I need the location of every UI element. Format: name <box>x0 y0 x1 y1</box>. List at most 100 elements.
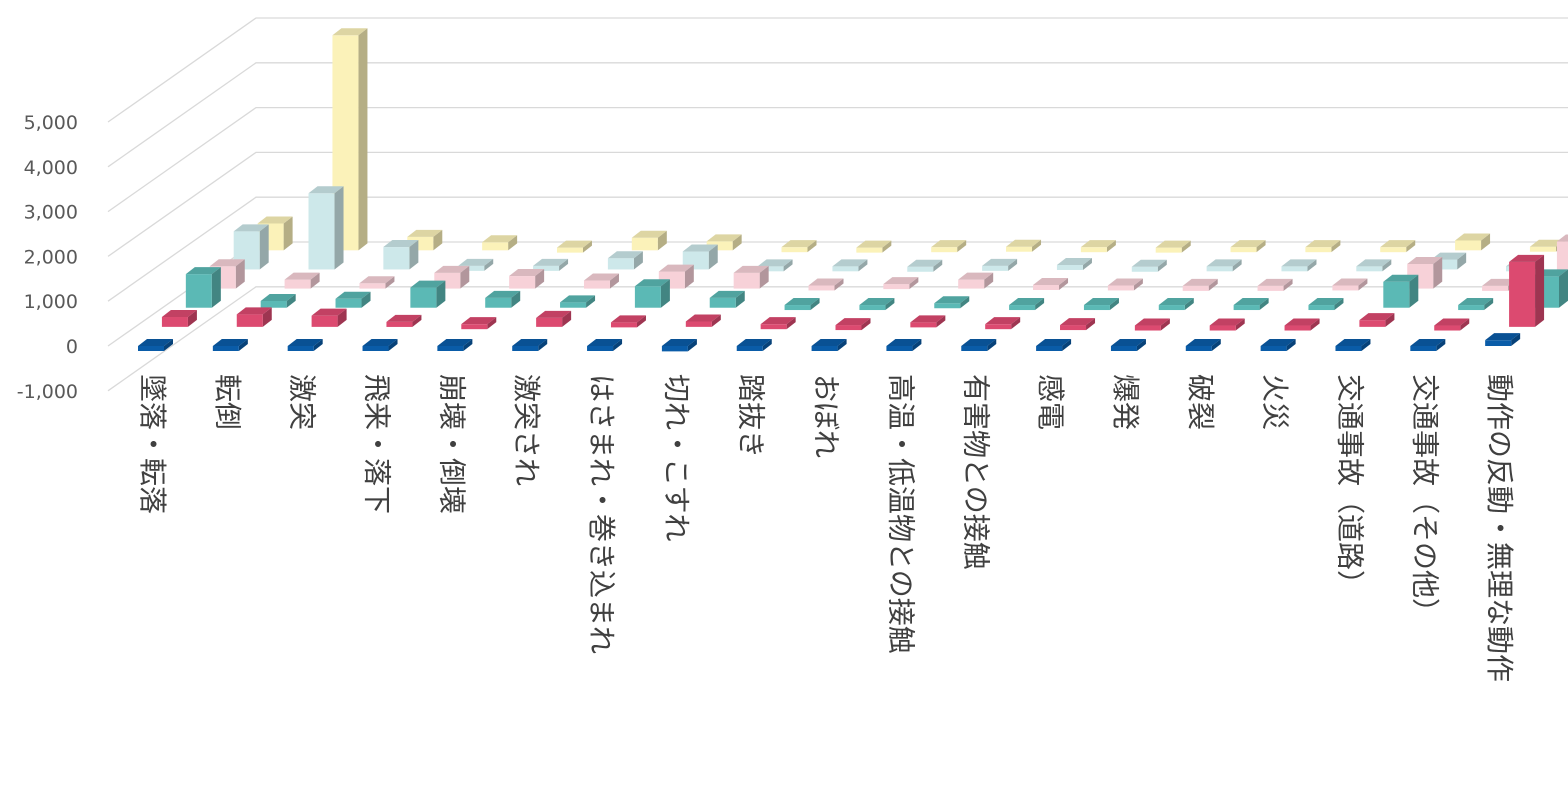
bar <box>661 339 697 352</box>
bar <box>556 240 592 253</box>
bar-side <box>1086 318 1096 331</box>
bar <box>1410 339 1446 351</box>
bar-top <box>1009 298 1045 306</box>
bar-top <box>362 339 398 346</box>
bar-front <box>1006 246 1033 252</box>
bar-front <box>1455 240 1482 251</box>
bar-top <box>1284 318 1320 326</box>
bar <box>931 240 967 253</box>
bar <box>1260 339 1296 351</box>
bar <box>982 258 1018 271</box>
bar-front <box>1185 346 1212 351</box>
bar <box>311 308 347 327</box>
bar <box>1230 240 1266 253</box>
bar-side <box>762 339 772 351</box>
bar-front <box>536 317 563 327</box>
bar <box>1556 234 1568 289</box>
bar-front <box>934 303 961 309</box>
bar-front <box>1110 346 1137 351</box>
bar-side <box>1059 278 1069 291</box>
bar-front <box>982 265 1009 271</box>
gridline <box>107 106 1568 213</box>
bar-side <box>1232 259 1242 272</box>
bar <box>856 240 892 253</box>
bar <box>1281 259 1317 272</box>
bar-front <box>1182 285 1209 291</box>
y-tick-label: 4,000 <box>24 157 78 179</box>
category-label: 破裂 <box>1184 374 1217 430</box>
bar-side <box>960 296 970 309</box>
bar-top <box>907 259 943 267</box>
bar-side <box>657 230 667 251</box>
bar <box>233 224 269 270</box>
bar-top <box>1206 259 1242 267</box>
bar-side <box>759 265 769 289</box>
bar <box>236 307 272 327</box>
bar-front <box>808 285 835 291</box>
bar-top <box>859 298 895 306</box>
bar <box>1233 298 1269 311</box>
bar <box>886 339 922 351</box>
bar-top <box>1260 339 1296 346</box>
bar-front <box>931 247 958 253</box>
bar-side <box>1558 269 1568 308</box>
bar-top <box>587 339 623 346</box>
bar-top <box>185 267 221 275</box>
y-tick-label: 1,000 <box>24 291 78 313</box>
bar-side <box>636 315 646 328</box>
bar-top <box>709 290 745 298</box>
bar-top <box>1185 339 1221 346</box>
bar-front <box>631 237 658 251</box>
bar-front <box>1359 320 1386 327</box>
gridline <box>107 17 1568 123</box>
bar <box>533 258 569 271</box>
bar-top <box>1060 318 1096 326</box>
bar <box>587 339 623 351</box>
bar-front <box>1131 266 1158 272</box>
bar-top <box>212 339 248 346</box>
bar-side <box>1436 339 1446 351</box>
bar <box>287 339 323 351</box>
bar-side <box>609 273 619 289</box>
bar-front <box>362 346 389 351</box>
y-tick-label: -1,000 <box>17 381 78 403</box>
bar-side <box>684 264 694 289</box>
bar-front <box>736 346 763 351</box>
category-label: 交通事故（道路） <box>1333 374 1366 598</box>
bar <box>1110 339 1146 351</box>
bar-top <box>1107 278 1143 286</box>
bar-front <box>1485 340 1512 346</box>
bar-top <box>1080 240 1116 248</box>
category-label: 踏抜き <box>735 374 768 458</box>
bars <box>138 28 1568 352</box>
category-labels: 墜落・転落 転倒 激突 飛来・落下 崩壊・倒壊 激突され はさまれ・巻き込まれ 切れ・こすれ 踏… <box>136 374 1516 682</box>
bar-front <box>1458 305 1485 311</box>
bar-top <box>1332 278 1368 286</box>
bar-front <box>212 346 239 351</box>
bar-top <box>1056 257 1092 265</box>
bar-top <box>733 265 769 273</box>
bar-side <box>807 240 817 253</box>
bar <box>1036 339 1072 351</box>
bar-front <box>985 324 1012 330</box>
bar-top <box>257 216 293 224</box>
category-label: 交通事故（その他） <box>1408 374 1441 626</box>
bar <box>883 277 919 290</box>
bar-side <box>1181 240 1191 253</box>
bar-top <box>236 307 272 315</box>
bar-side <box>1307 259 1317 272</box>
bar-side <box>436 280 446 308</box>
bar <box>161 310 197 327</box>
bar <box>607 251 643 270</box>
bar-front <box>236 314 263 327</box>
bar-top <box>886 339 922 346</box>
bar-top <box>1482 278 1518 286</box>
bar <box>437 339 473 351</box>
category-label: 崩壊・倒壊 <box>435 374 468 514</box>
bar-side <box>1481 233 1491 251</box>
bar-top <box>1233 298 1269 306</box>
bar-top <box>533 258 569 266</box>
bar-side <box>259 224 269 270</box>
bar <box>335 291 371 308</box>
